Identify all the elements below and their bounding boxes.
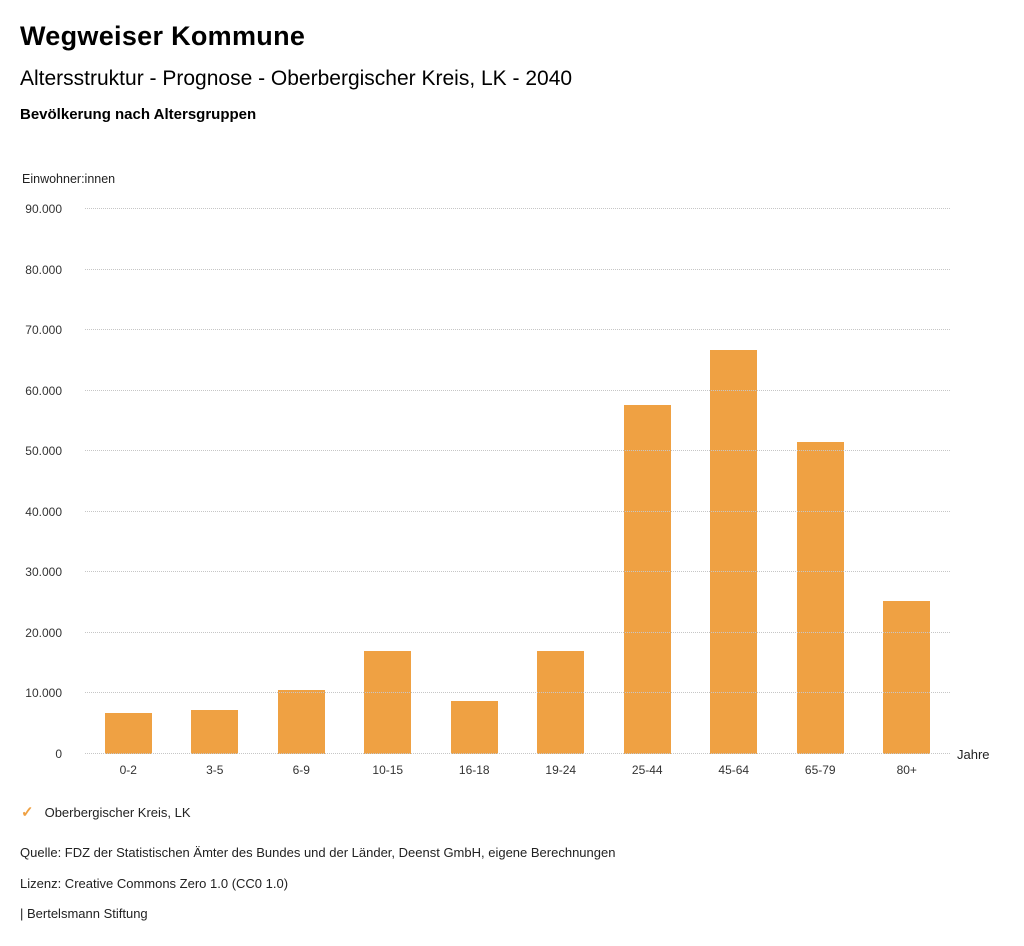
bar-series	[85, 209, 950, 754]
gridline	[85, 208, 950, 209]
x-tick-label: 19-24	[545, 763, 577, 777]
gridline	[85, 631, 950, 633]
x-tick-label: 0-2	[119, 763, 137, 777]
bar-65-79	[796, 442, 844, 754]
gridline	[85, 692, 950, 694]
legend-check-icon: ✓	[21, 804, 34, 821]
bar-column	[85, 209, 172, 754]
x-tick-label: 3-5	[206, 763, 224, 777]
bar-6-9	[277, 690, 325, 754]
bar-column	[431, 209, 518, 754]
x-tick-label: 45-64	[718, 763, 750, 777]
y-tick-label: 70.000	[25, 323, 62, 338]
y-tick-label: 90.000	[25, 202, 62, 216]
y-tick-label: 80.000	[25, 262, 62, 277]
x-tick-label: 80+	[896, 763, 917, 777]
app-title: Wegweiser Kommune	[20, 21, 306, 51]
gridline	[85, 753, 950, 754]
bar-column	[258, 209, 345, 754]
gridline	[85, 450, 950, 452]
bar-10-15	[364, 651, 412, 754]
y-tick-label: 40.000	[25, 504, 62, 519]
gridline	[85, 571, 950, 573]
legend-item[interactable]: ✓ Oberbergischer Kreis, LK	[21, 805, 191, 820]
bar-80+	[883, 600, 931, 754]
y-tick-label: 10.000	[25, 686, 62, 701]
x-axis-title: Jahre	[957, 747, 990, 762]
source-text: Quelle: FDZ der Statistischen Ämter des …	[20, 845, 616, 860]
bar-25-44	[623, 404, 671, 754]
bar-0-2	[104, 712, 152, 754]
y-axis-title: Einwohner:innen	[22, 172, 116, 186]
bar-column	[345, 209, 432, 754]
bar-16-18	[450, 700, 498, 754]
bar-column	[172, 209, 259, 754]
gridline	[85, 268, 950, 270]
attribution-text: | Bertelsmann Stiftung	[20, 906, 148, 921]
y-tick-label: 60.000	[25, 383, 62, 398]
y-tick-label: 0	[55, 747, 62, 761]
bar-column	[691, 209, 778, 754]
x-tick-label: 10-15	[372, 763, 404, 777]
x-axis-labels: 0-2 3-5 6-9 10-15 16-18 19-24 25-44 45-64 65-79 8…	[85, 763, 950, 777]
bar-column	[864, 209, 951, 754]
bar-3-5	[191, 709, 239, 754]
y-tick-label: 20.000	[25, 625, 62, 640]
bar-45-64	[710, 349, 758, 754]
y-tick-label: 30.000	[25, 565, 62, 580]
bar-column	[777, 209, 864, 754]
gridline	[85, 389, 950, 391]
x-tick-label: 16-18	[458, 763, 490, 777]
gridline	[85, 329, 950, 331]
y-tick-label: 50.000	[25, 444, 62, 459]
legend-label: Oberbergischer Kreis, LK	[44, 805, 191, 820]
chart-subtitle: Bevölkerung nach Altersgruppen	[20, 106, 257, 123]
x-tick-label: 25-44	[631, 763, 663, 777]
bar-column	[518, 209, 605, 754]
x-tick-label: 6-9	[292, 763, 310, 777]
bar-19-24	[537, 651, 585, 754]
page-title: Altersstruktur - Prognose - Oberbergisch…	[20, 67, 573, 90]
plot-area: 0 10.000 20.000 30.000 40.000 50.000 60.000 70.…	[25, 202, 950, 761]
x-tick-label: 65-79	[804, 763, 836, 777]
license-text: Lizenz: Creative Commons Zero 1.0 (CC0 1…	[20, 876, 289, 891]
gridline	[85, 510, 950, 512]
bar-column	[604, 209, 691, 754]
